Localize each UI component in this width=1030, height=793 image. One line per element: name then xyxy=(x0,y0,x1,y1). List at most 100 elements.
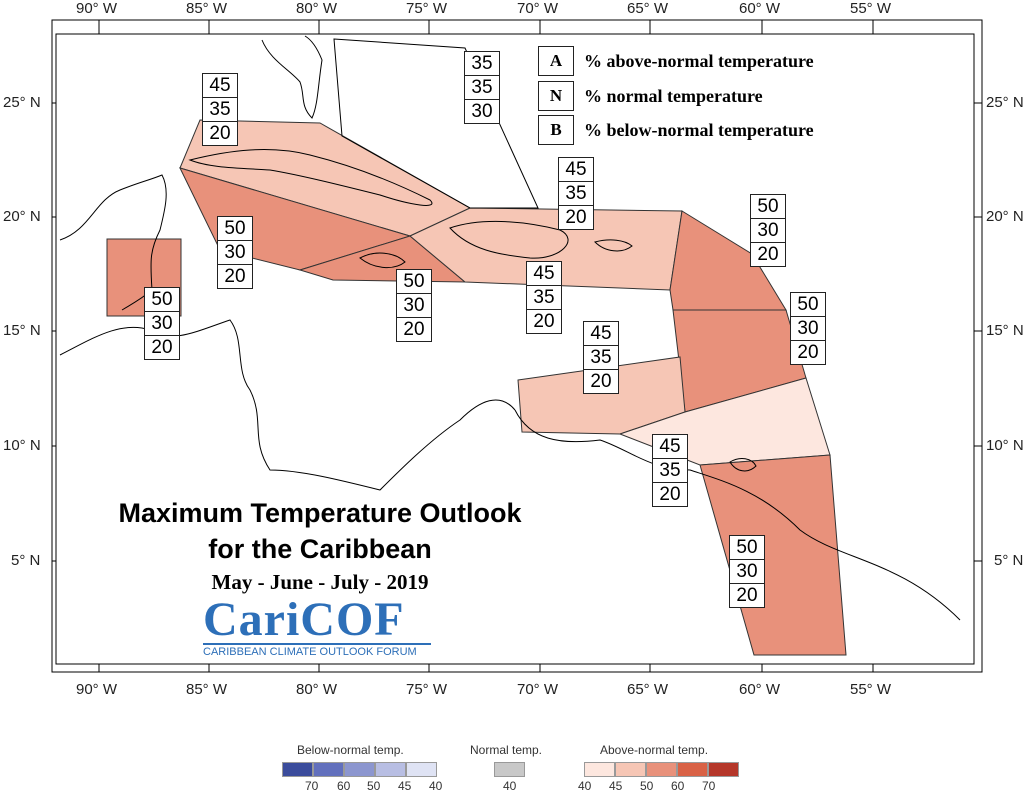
lon-label-top: 60° W xyxy=(739,0,781,17)
legend-desc: % above-normal temperature xyxy=(584,50,814,71)
prob-normal: 35 xyxy=(465,75,499,99)
colorbar-value: 40 xyxy=(503,779,517,793)
prob-normal: 30 xyxy=(145,311,179,335)
prob-normal: 35 xyxy=(203,97,237,121)
prob-box-guianas: 50 30 20 xyxy=(729,535,765,608)
lon-label-bottom: 65° W xyxy=(627,681,669,698)
outlook-period: May - June - July - 2019 xyxy=(211,570,429,594)
coast-south-america xyxy=(514,409,961,621)
colorbar-value: 45 xyxy=(609,779,623,793)
lon-label-top: 70° W xyxy=(517,0,559,17)
map-title-line1: Maximum Temperature Outlook xyxy=(118,498,522,528)
lon-label-bottom: 60° W xyxy=(739,681,781,698)
prob-below: 20 xyxy=(397,317,431,341)
colorbar-swatch-normal-40 xyxy=(494,762,525,777)
prob-normal: 35 xyxy=(653,458,687,482)
prob-below: 20 xyxy=(751,242,785,266)
coast-hispaniola xyxy=(449,220,569,259)
lat-label-right: 15° N xyxy=(986,322,1024,339)
lon-label-bottom: 75° W xyxy=(406,681,448,698)
lon-label-top: 65° W xyxy=(627,0,669,17)
legend-row-below: B % below-normal temperature xyxy=(538,115,814,145)
colorbar-below-label: Below-normal temp. xyxy=(297,743,404,757)
prob-below: 20 xyxy=(145,335,179,359)
prob-above: 50 xyxy=(151,289,173,310)
prob-below: 20 xyxy=(791,340,825,364)
coast-puerto-rico xyxy=(594,239,633,252)
prob-below: 20 xyxy=(203,121,237,145)
lon-label-top: 75° W xyxy=(406,0,448,17)
colorbar-swatch-below-50 xyxy=(344,762,375,777)
prob-box-leewards: 50 30 20 xyxy=(750,194,786,267)
prob-above: 45 xyxy=(659,436,681,457)
prob-above: 45 xyxy=(533,263,555,284)
prob-above: 50 xyxy=(757,196,779,217)
colorbar-value: 50 xyxy=(367,779,381,793)
legend-key: A xyxy=(538,46,574,76)
prob-above: 45 xyxy=(590,323,612,344)
prob-box-belize: 50 30 20 xyxy=(144,287,180,360)
legend-row-normal: N % normal temperature xyxy=(538,81,763,111)
prob-box-cuba: 45 35 20 xyxy=(202,73,238,146)
legend-row-above: A % above-normal temperature xyxy=(538,46,814,76)
lon-label-bottom: 70° W xyxy=(517,681,559,698)
coast-jamaica xyxy=(359,252,406,268)
prob-box-jamaica: 50 30 20 xyxy=(396,269,432,342)
colorbar-swatch-below-40 xyxy=(406,762,437,777)
caricof-logo-subtitle: CARIBBEAN CLIMATE OUTLOOK FORUM xyxy=(203,643,431,658)
colorbar-value: 60 xyxy=(337,779,351,793)
colorbar-swatch-above-70 xyxy=(708,762,739,777)
prob-below: 20 xyxy=(653,482,687,506)
map-inner-frame xyxy=(55,33,975,665)
colorbar-value: 70 xyxy=(305,779,319,793)
colorbar-swatch-above-40 xyxy=(584,762,615,777)
colorbar-above-label: Above-normal temp. xyxy=(600,743,709,757)
colorbar-value: 40 xyxy=(578,779,592,793)
prob-normal: 30 xyxy=(751,218,785,242)
prob-normal: 30 xyxy=(791,316,825,340)
prob-below: 20 xyxy=(730,583,764,607)
lat-label-left: 5° N xyxy=(11,552,41,569)
prob-box-trinidad: 45 35 20 xyxy=(652,434,688,507)
legend-desc: % below-normal temperature xyxy=(584,119,814,140)
prob-box-abc: 45 35 20 xyxy=(583,321,619,394)
lon-label-top: 80° W xyxy=(296,0,338,17)
coast-trinidad xyxy=(729,458,757,472)
prob-above: 35 xyxy=(471,53,493,74)
prob-box-cayman: 50 30 20 xyxy=(217,216,253,289)
colorbar-value: 50 xyxy=(640,779,654,793)
legend-key: N xyxy=(538,81,574,111)
prob-above: 45 xyxy=(209,75,231,96)
colorbar-swatch-below-70 xyxy=(282,762,313,777)
prob-below: 20 xyxy=(584,369,618,393)
prob-below: 20 xyxy=(527,309,561,333)
prob-normal: 35 xyxy=(584,345,618,369)
lon-label-bottom: 90° W xyxy=(76,681,118,698)
lon-label-top: 55° W xyxy=(850,0,892,17)
prob-below: 20 xyxy=(559,205,593,229)
prob-above: 45 xyxy=(565,159,587,180)
prob-normal: 30 xyxy=(730,559,764,583)
lon-label-bottom: 85° W xyxy=(186,681,228,698)
colorbar-value: 70 xyxy=(702,779,716,793)
lat-label-left: 15° N xyxy=(3,322,41,339)
lat-label-left: 20° N xyxy=(3,208,41,225)
prob-box-windwards: 50 30 20 xyxy=(790,292,826,365)
colorbar-normal-label: Normal temp. xyxy=(470,743,543,757)
prob-above: 50 xyxy=(224,218,246,239)
colorbar-swatch-below-60 xyxy=(313,762,344,777)
prob-below: 20 xyxy=(218,264,252,288)
legend-key: B xyxy=(538,115,574,145)
colorbar-swatch-above-50 xyxy=(646,762,677,777)
prob-box-hispaniola: 45 35 20 xyxy=(526,261,562,334)
lon-label-bottom: 55° W xyxy=(850,681,892,698)
prob-normal: 35 xyxy=(527,285,561,309)
caricof-logo: CariCOF xyxy=(203,593,405,646)
lat-label-right: 25° N xyxy=(986,94,1024,111)
colorbar-value: 60 xyxy=(671,779,685,793)
coast-cuba xyxy=(188,149,433,206)
colorbar-swatch-below-45 xyxy=(375,762,406,777)
lon-label-top: 85° W xyxy=(186,0,228,17)
lon-label-bottom: 80° W xyxy=(296,681,338,698)
